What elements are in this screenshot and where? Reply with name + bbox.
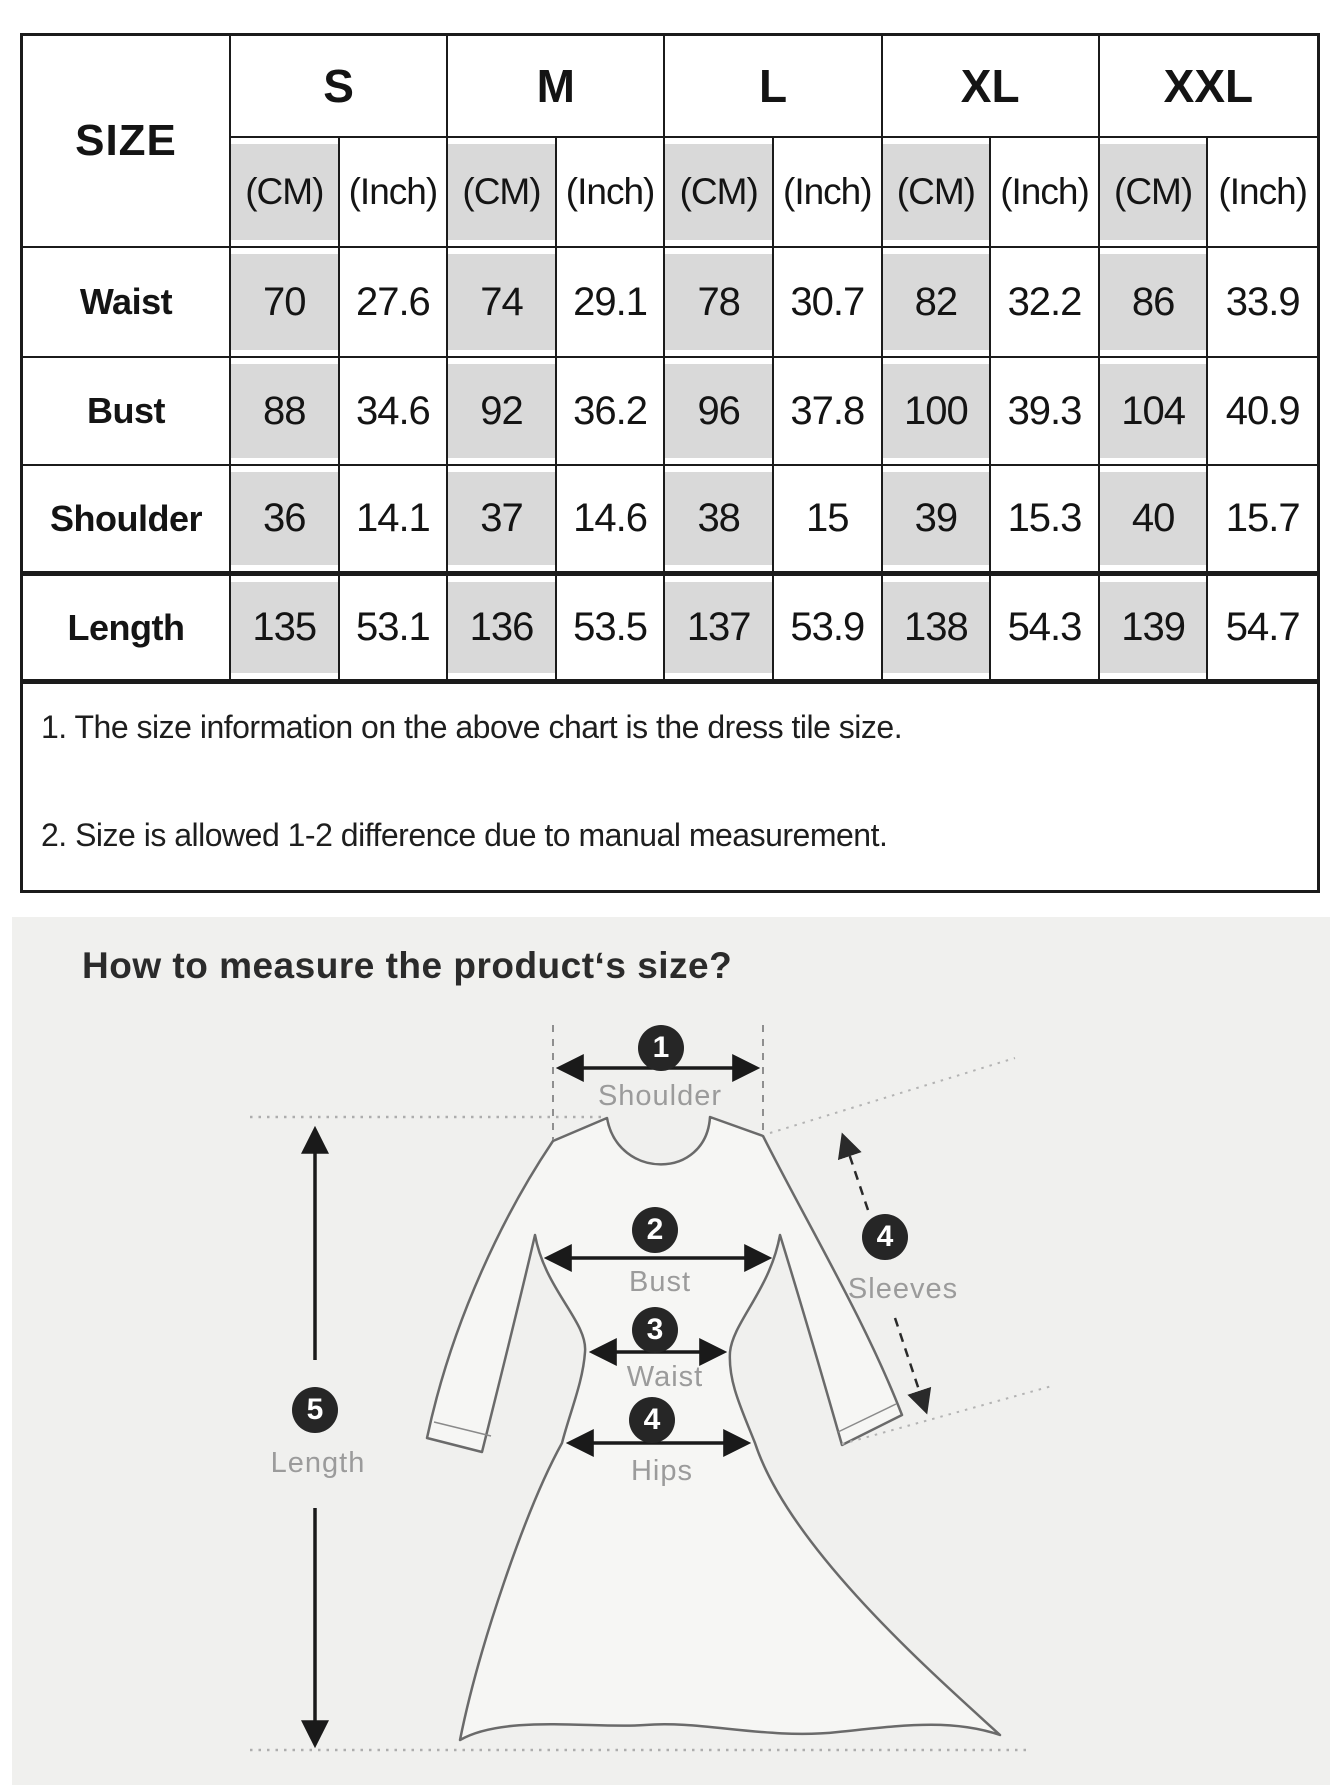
table-cell: 29.1	[556, 248, 666, 358]
table-cell: 36.2	[556, 358, 666, 466]
size-column-m: M	[448, 36, 666, 138]
table-cell: 14.6	[556, 466, 666, 576]
table-cell: 37.8	[773, 358, 883, 466]
table-cell: 135	[231, 576, 340, 684]
table-cell: 39.3	[991, 358, 1100, 466]
unit-header-cm: (CM)	[882, 138, 992, 248]
table-cell: 54.3	[991, 576, 1100, 684]
unit-header-inch: (Inch)	[339, 138, 449, 248]
table-cell: 32.2	[991, 248, 1100, 358]
table-cell: 36	[231, 466, 340, 576]
table-cell: 53.9	[773, 576, 883, 684]
left-cuff-seam	[433, 1421, 492, 1437]
shoulder-diagonal-dotted-line	[769, 1057, 1016, 1134]
table-cell: 104	[1099, 358, 1209, 466]
right-cuff-seam	[837, 1403, 897, 1433]
measure-point-3-badge: 3	[632, 1307, 678, 1353]
note-line: 1. The size information on the above cha…	[41, 709, 903, 745]
table-cell: 40	[1099, 466, 1209, 576]
unit-header-inch: (Inch)	[1208, 138, 1317, 248]
table-cell: 54.7	[1208, 576, 1317, 684]
measure-guide-title: How to measure the product‘s size?	[82, 945, 733, 986]
measure-point-1-badge: 1	[638, 1025, 684, 1071]
size-chart-table: SIZE S M L XL XXL (CM) (Inch) (CM) (Inch…	[20, 33, 1320, 893]
table-cell: 30.7	[773, 248, 883, 358]
table-cell: 27.6	[339, 248, 449, 358]
note-line: 2. Size is allowed 1-2 difference due to…	[41, 817, 888, 854]
table-cell: 92	[448, 358, 557, 466]
table-cell: 74	[448, 248, 557, 358]
table-cell: 86	[1099, 248, 1209, 358]
measure-point-4-badge: 4	[629, 1397, 675, 1443]
row-label-length: Length	[23, 576, 231, 684]
dress-outline	[425, 1115, 1002, 1742]
bust-measure-label: Bust	[628, 1266, 692, 1298]
row-label-shoulder: Shoulder	[23, 466, 231, 576]
measure-point-sleeves-badge: 4	[862, 1214, 908, 1260]
table-cell: 70	[231, 248, 340, 358]
row-label-bust: Bust	[23, 358, 231, 466]
size-column-xxl: XXL	[1099, 36, 1317, 138]
table-cell: 15	[773, 466, 883, 576]
table-cell: 14.1	[339, 466, 449, 576]
size-chart-notes: 1. The size information on the above cha…	[23, 684, 1317, 890]
length-measure-label: Length	[270, 1447, 366, 1479]
unit-header-inch: (Inch)	[991, 138, 1100, 248]
hips-measure-label: Hips	[630, 1455, 694, 1487]
table-cell: 33.9	[1208, 248, 1317, 358]
sleeves-measure-label: Sleeves	[847, 1273, 959, 1305]
table-cell: 39	[882, 466, 992, 576]
measure-point-5-badge: 5	[292, 1387, 338, 1433]
table-cell: 100	[882, 358, 992, 466]
table-cell: 96	[665, 358, 774, 466]
unit-header-cm: (CM)	[448, 138, 557, 248]
size-chart-grid: SIZE S M L XL XXL (CM) (Inch) (CM) (Inch…	[23, 36, 1317, 684]
table-cell: 137	[665, 576, 774, 684]
unit-header-cm: (CM)	[231, 138, 340, 248]
size-column-l: L	[665, 36, 883, 138]
table-cell: 15.7	[1208, 466, 1317, 576]
sleeve-arrow-up	[837, 1132, 870, 1211]
table-cell: 139	[1099, 576, 1209, 684]
table-cell: 78	[665, 248, 774, 358]
waist-measure-label: Waist	[626, 1361, 704, 1393]
shoulder-measure-label: Shoulder	[597, 1080, 723, 1112]
table-cell: 40.9	[1208, 358, 1317, 466]
table-cell: 37	[448, 466, 557, 576]
unit-header-cm: (CM)	[665, 138, 774, 248]
table-cell: 53.5	[556, 576, 666, 684]
unit-header-cm: (CM)	[1099, 138, 1209, 248]
table-cell: 38	[665, 466, 774, 576]
size-column-xl: XL	[882, 36, 1100, 138]
sleeve-arrow-down	[893, 1317, 932, 1415]
table-cell: 88	[231, 358, 340, 466]
table-cell: 15.3	[991, 466, 1100, 576]
measure-point-2-badge: 2	[632, 1207, 678, 1253]
unit-header-inch: (Inch)	[556, 138, 666, 248]
table-cell: 53.1	[339, 576, 449, 684]
table-cell: 136	[448, 576, 557, 684]
table-cell: 138	[882, 576, 992, 684]
table-cell: 82	[882, 248, 992, 358]
unit-header-inch: (Inch)	[773, 138, 883, 248]
cuff-dotted-line	[841, 1385, 1053, 1445]
row-label-waist: Waist	[23, 248, 231, 358]
size-header-cell: SIZE	[23, 36, 231, 248]
size-column-s: S	[231, 36, 449, 138]
table-cell: 34.6	[339, 358, 449, 466]
